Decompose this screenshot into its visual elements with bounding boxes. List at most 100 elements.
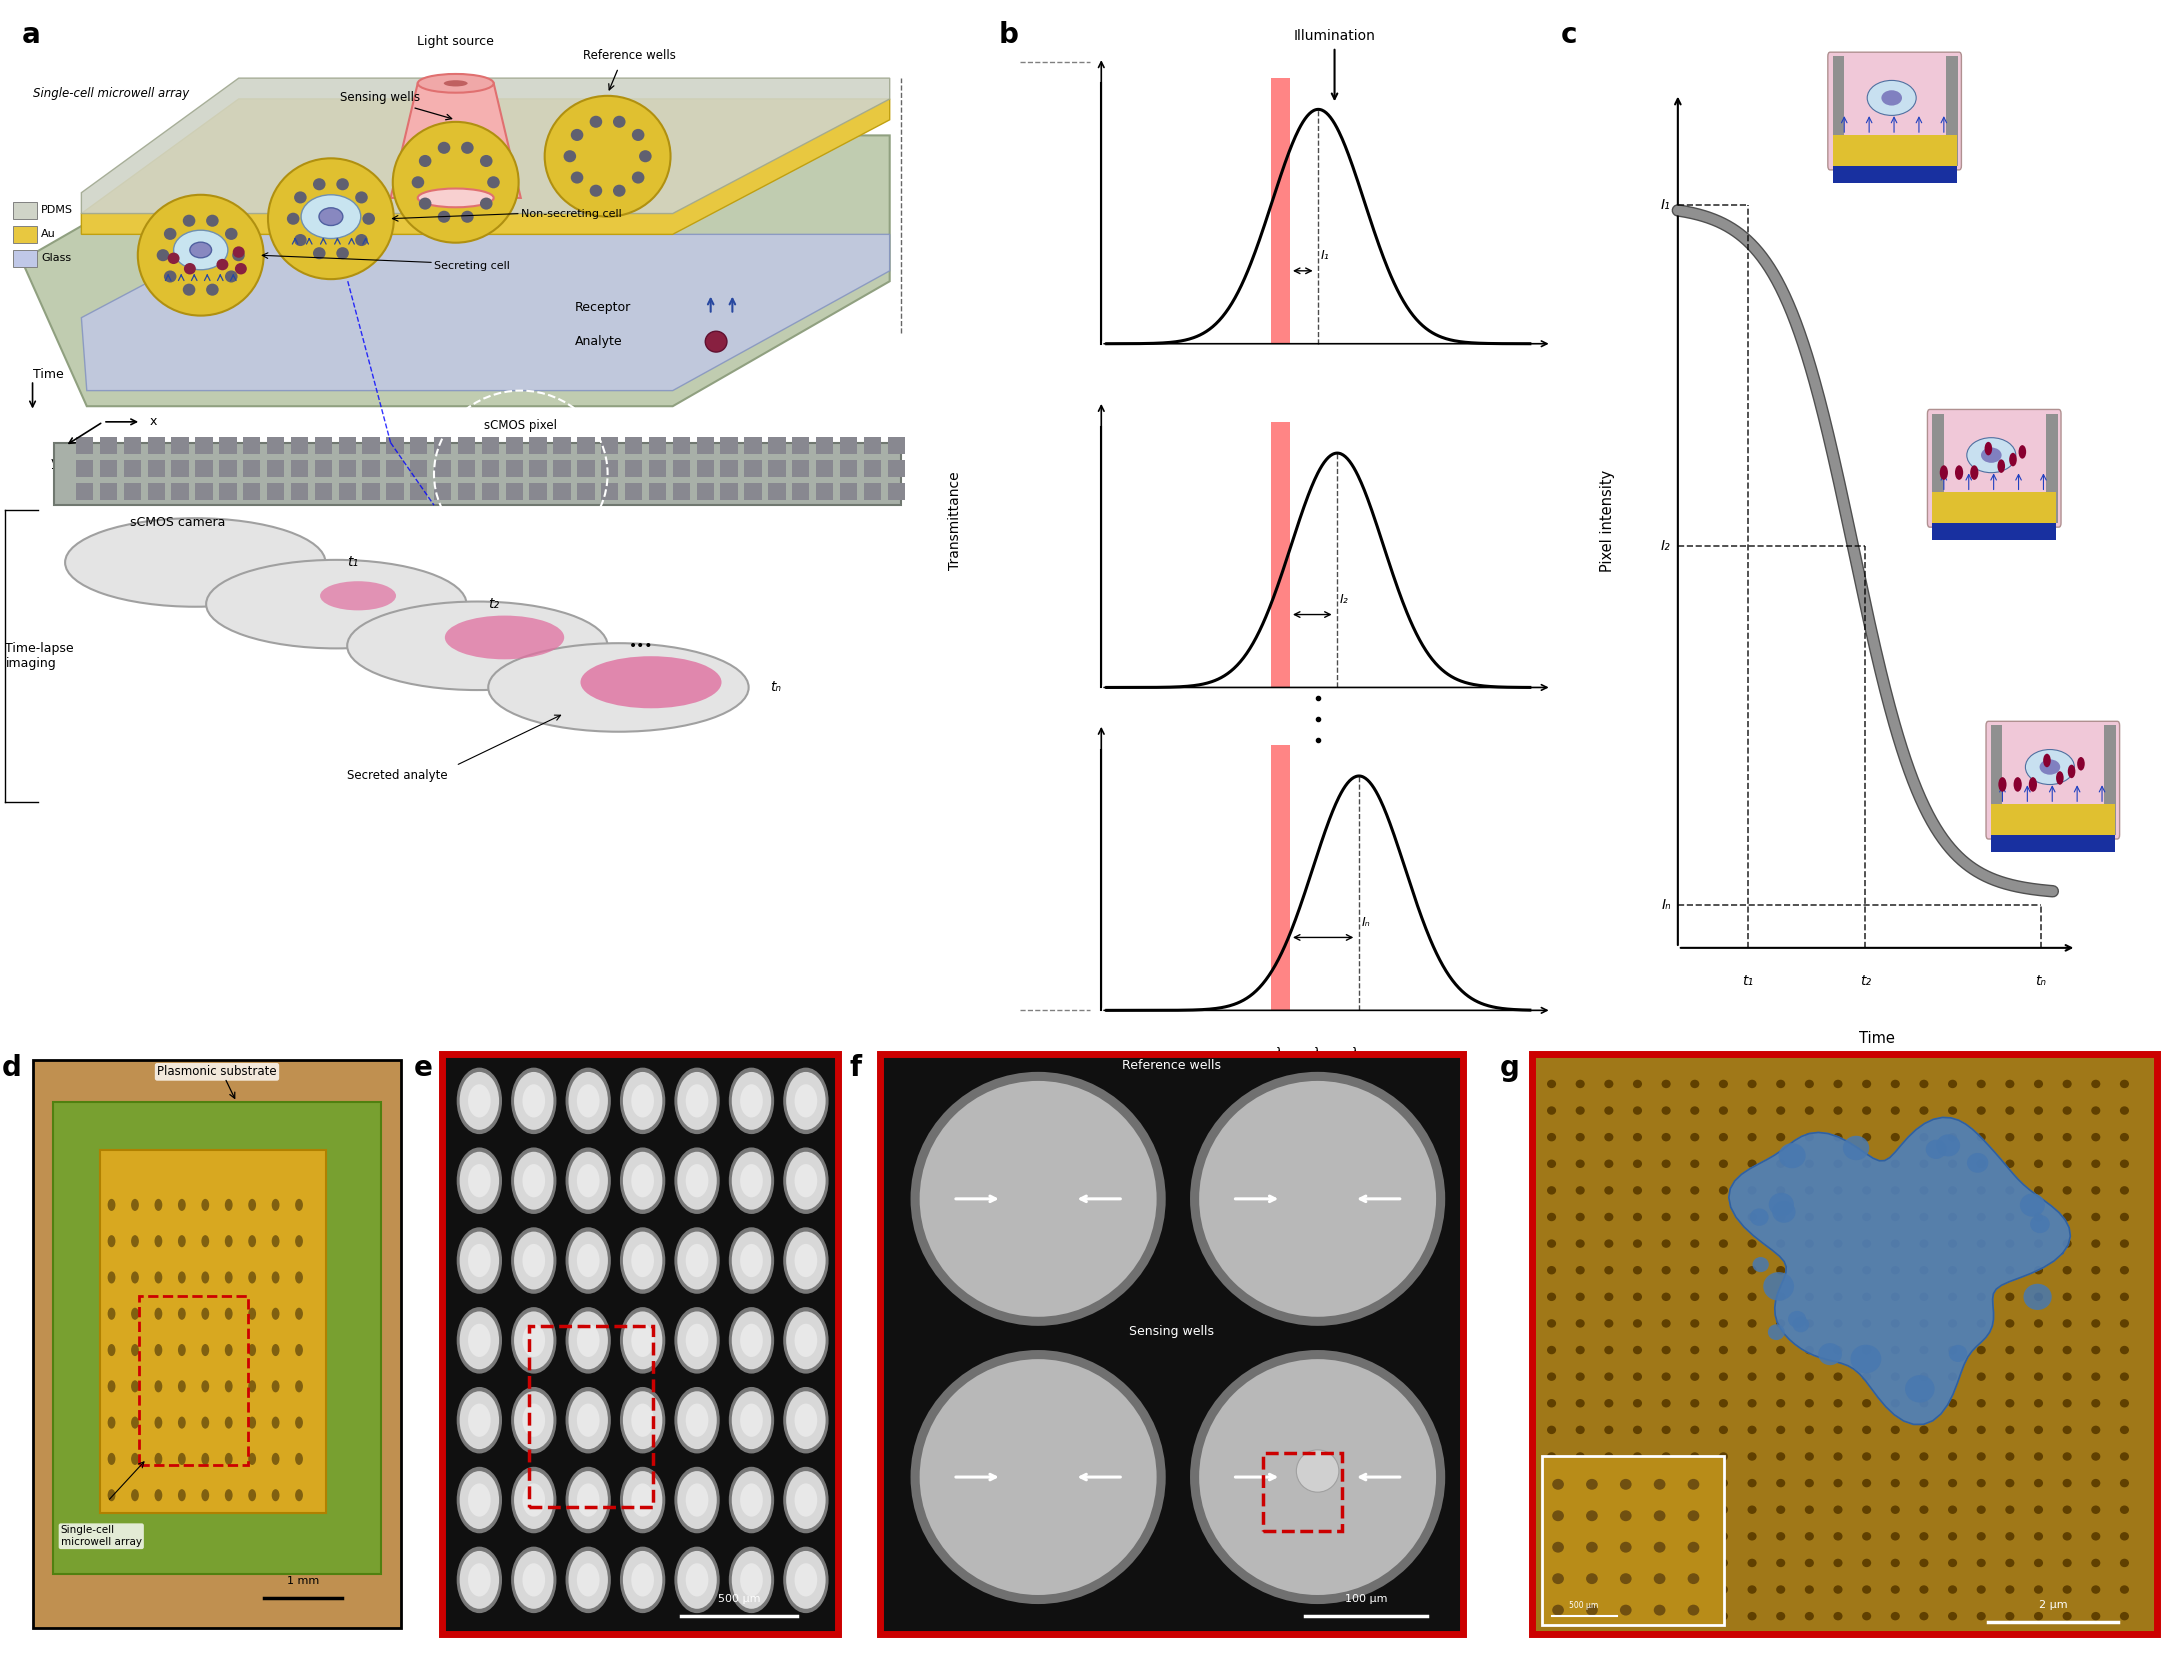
Circle shape bbox=[1719, 1452, 1727, 1460]
Circle shape bbox=[631, 1243, 653, 1277]
Circle shape bbox=[631, 1324, 653, 1357]
Circle shape bbox=[1977, 1426, 1986, 1435]
Circle shape bbox=[206, 215, 219, 227]
Circle shape bbox=[1918, 1159, 1929, 1168]
Circle shape bbox=[740, 1324, 764, 1357]
Circle shape bbox=[271, 1416, 280, 1428]
Ellipse shape bbox=[302, 195, 360, 239]
Circle shape bbox=[2092, 1132, 2101, 1141]
Circle shape bbox=[631, 171, 644, 183]
Text: 500 μm: 500 μm bbox=[1569, 1601, 1599, 1609]
Circle shape bbox=[1775, 1346, 1786, 1354]
Circle shape bbox=[469, 1403, 490, 1436]
Circle shape bbox=[1949, 1159, 1957, 1168]
Circle shape bbox=[638, 150, 651, 163]
Circle shape bbox=[1890, 1559, 1901, 1567]
Circle shape bbox=[2005, 1080, 2014, 1089]
Bar bbox=[1541, 1457, 1723, 1625]
Bar bbox=[219, 437, 237, 454]
Circle shape bbox=[1805, 1240, 1814, 1248]
Circle shape bbox=[590, 116, 603, 128]
Circle shape bbox=[1862, 1159, 1871, 1168]
Circle shape bbox=[1690, 1373, 1699, 1381]
Text: 100 μm: 100 μm bbox=[1345, 1594, 1387, 1604]
Circle shape bbox=[1764, 1272, 1795, 1300]
Circle shape bbox=[1662, 1426, 1671, 1435]
Circle shape bbox=[2005, 1346, 2014, 1354]
Bar bbox=[13, 250, 37, 267]
Circle shape bbox=[2005, 1132, 2014, 1141]
Circle shape bbox=[460, 1072, 499, 1131]
Circle shape bbox=[1604, 1346, 1612, 1354]
Circle shape bbox=[2062, 1399, 2072, 1408]
Circle shape bbox=[1604, 1611, 1612, 1621]
Circle shape bbox=[2092, 1267, 2101, 1275]
Circle shape bbox=[1890, 1586, 1901, 1594]
Circle shape bbox=[569, 1312, 608, 1369]
Circle shape bbox=[1200, 1359, 1437, 1594]
Circle shape bbox=[631, 1483, 653, 1517]
Circle shape bbox=[295, 234, 306, 245]
FancyBboxPatch shape bbox=[1927, 410, 2062, 528]
Circle shape bbox=[1775, 1426, 1786, 1435]
Circle shape bbox=[1604, 1267, 1612, 1275]
Ellipse shape bbox=[445, 615, 564, 659]
Circle shape bbox=[675, 1307, 720, 1374]
Circle shape bbox=[523, 1403, 545, 1436]
Text: Reference wells: Reference wells bbox=[584, 49, 675, 62]
Circle shape bbox=[523, 1243, 545, 1277]
Circle shape bbox=[786, 1472, 825, 1529]
Circle shape bbox=[2033, 1267, 2044, 1275]
Circle shape bbox=[1662, 1107, 1671, 1116]
Circle shape bbox=[154, 1453, 163, 1465]
Circle shape bbox=[1662, 1373, 1671, 1381]
Circle shape bbox=[2005, 1611, 2014, 1621]
Circle shape bbox=[2062, 1132, 2072, 1141]
Circle shape bbox=[623, 1472, 662, 1529]
Circle shape bbox=[184, 264, 195, 274]
Circle shape bbox=[1949, 1319, 1957, 1327]
Circle shape bbox=[130, 1344, 139, 1356]
Circle shape bbox=[729, 1467, 775, 1534]
Circle shape bbox=[677, 1072, 716, 1131]
Circle shape bbox=[1834, 1452, 1842, 1460]
Bar bbox=[840, 437, 857, 454]
Circle shape bbox=[1632, 1478, 1643, 1487]
Circle shape bbox=[1977, 1213, 1986, 1221]
Circle shape bbox=[740, 1403, 764, 1436]
Circle shape bbox=[1604, 1132, 1612, 1141]
Circle shape bbox=[2120, 1080, 2129, 1089]
Circle shape bbox=[740, 1562, 764, 1596]
Text: λ₂: λ₂ bbox=[1313, 1047, 1324, 1060]
Circle shape bbox=[178, 1416, 187, 1428]
Circle shape bbox=[1632, 1452, 1643, 1460]
Circle shape bbox=[1719, 1267, 1727, 1275]
Polygon shape bbox=[391, 84, 521, 198]
Circle shape bbox=[1547, 1478, 1556, 1487]
Text: I₂: I₂ bbox=[1339, 593, 1350, 606]
Circle shape bbox=[1792, 1317, 1810, 1332]
Bar bbox=[529, 1326, 653, 1507]
Circle shape bbox=[1662, 1159, 1671, 1168]
Circle shape bbox=[1632, 1240, 1643, 1248]
Circle shape bbox=[456, 1467, 501, 1534]
Circle shape bbox=[456, 1067, 501, 1134]
Circle shape bbox=[1834, 1532, 1842, 1541]
Bar bbox=[434, 484, 451, 501]
Circle shape bbox=[1918, 1319, 1929, 1327]
Circle shape bbox=[731, 1312, 770, 1369]
Circle shape bbox=[1949, 1213, 1957, 1221]
Circle shape bbox=[154, 1416, 163, 1428]
Circle shape bbox=[1547, 1213, 1556, 1221]
Circle shape bbox=[1547, 1532, 1556, 1541]
Circle shape bbox=[2005, 1452, 2014, 1460]
Circle shape bbox=[1890, 1505, 1901, 1514]
Circle shape bbox=[1575, 1292, 1584, 1300]
Circle shape bbox=[130, 1381, 139, 1393]
Bar bbox=[267, 484, 284, 501]
Bar bbox=[139, 1295, 247, 1465]
Circle shape bbox=[312, 178, 326, 190]
Circle shape bbox=[1654, 1510, 1667, 1520]
Circle shape bbox=[1949, 1426, 1957, 1435]
Circle shape bbox=[1805, 1399, 1814, 1408]
